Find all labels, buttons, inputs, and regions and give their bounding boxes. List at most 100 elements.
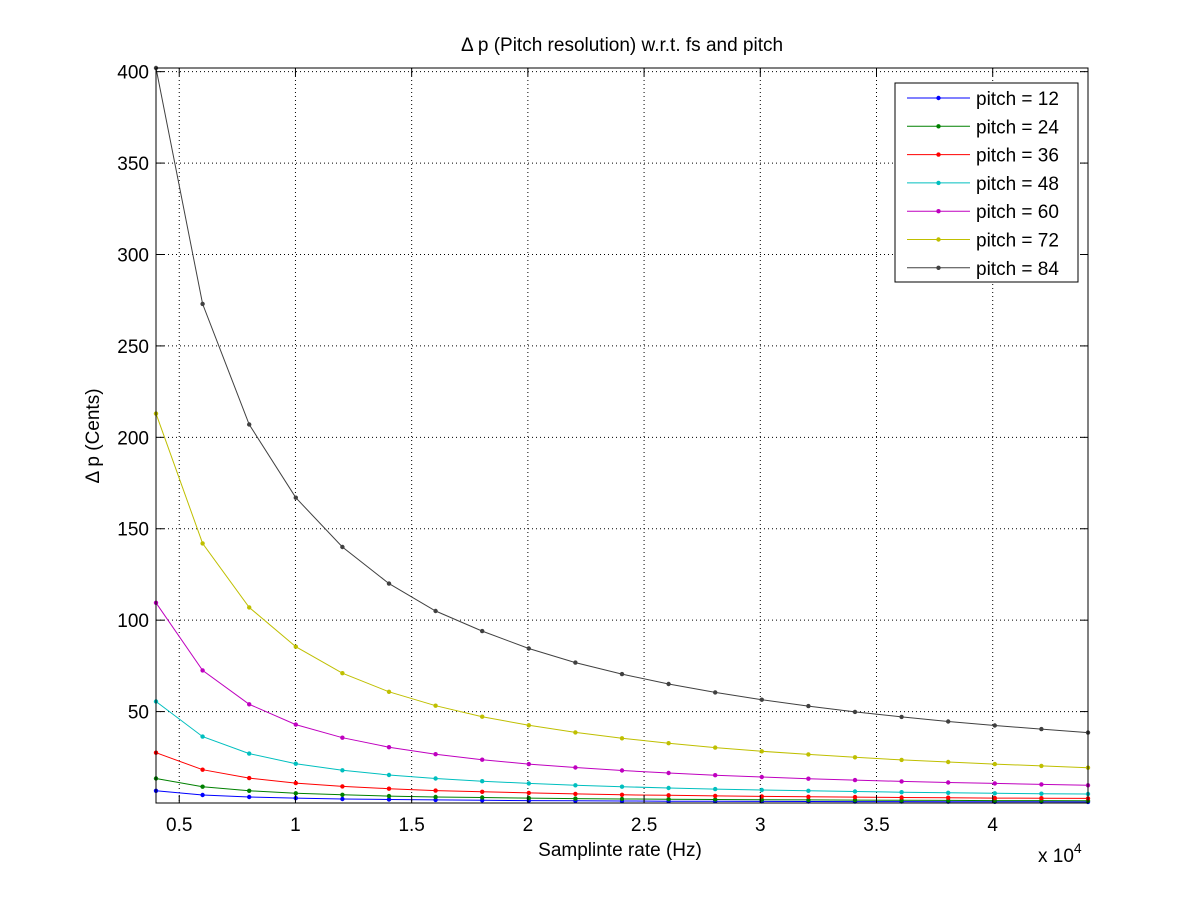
data-point: [713, 773, 718, 778]
x-tick-label: 0.5: [166, 815, 192, 836]
data-point: [433, 776, 438, 781]
legend-swatch-marker: [936, 237, 941, 242]
data-point: [713, 745, 718, 750]
data-point: [480, 628, 485, 634]
legend-swatch-marker: [936, 265, 941, 270]
data-point: [852, 755, 858, 760]
data-point: [293, 644, 298, 649]
data-point: [619, 736, 625, 741]
data-point: [806, 776, 811, 781]
data-point: [573, 783, 578, 788]
data-point: [433, 794, 438, 800]
x-tick-label: 3.5: [863, 815, 889, 836]
data-point: [340, 784, 345, 789]
data-point: [247, 794, 252, 800]
data-point: [340, 768, 345, 773]
data-point: [480, 795, 485, 800]
data-point: [759, 774, 764, 780]
legend-entry: pitch = 84: [907, 259, 1059, 280]
legend-swatch-marker: [936, 180, 941, 186]
data-point: [899, 795, 904, 800]
data-point: [526, 723, 531, 728]
data-point: [247, 702, 252, 707]
legend-label: pitch = 48: [976, 174, 1059, 195]
y-tick-label: 50: [128, 703, 149, 724]
data-point: [573, 765, 578, 770]
legend-entry: pitch = 24: [907, 117, 1059, 138]
data-point: [946, 759, 951, 765]
data-point: [526, 795, 531, 801]
data-point: [480, 714, 485, 719]
legend-label: pitch = 60: [976, 202, 1059, 223]
chart-title: Δ p (Pitch resolution) w.r.t. fs and pit…: [461, 35, 783, 56]
data-point: [340, 735, 345, 740]
data-point: [386, 793, 392, 799]
data-point: [946, 719, 951, 724]
data-point: [946, 780, 951, 785]
data-point: [293, 791, 298, 796]
y-axis-label: Δ p (Cents): [83, 388, 104, 483]
x-tick-label: 4: [987, 815, 998, 836]
legend-items: pitch = 12 pitch = 24 pitch = 36 pitch = 48…: [907, 89, 1059, 280]
data-point: [619, 671, 625, 677]
y-tick-label: 350: [117, 154, 149, 175]
data-point: [293, 722, 298, 727]
data-point: [573, 730, 578, 735]
data-point: [759, 697, 764, 702]
data-point: [480, 779, 485, 784]
data-point: [293, 495, 298, 500]
data-point: [899, 714, 904, 720]
data-point: [666, 785, 671, 791]
y-tick-label: 300: [117, 245, 149, 266]
legend-entry: pitch = 60: [907, 202, 1059, 223]
tick-marks: [156, 68, 1088, 803]
legend-label: pitch = 24: [976, 117, 1059, 138]
data-point: [666, 770, 671, 776]
data-point: [619, 796, 625, 802]
data-point: [806, 794, 811, 799]
data-point: [992, 795, 997, 801]
legend-label: pitch = 36: [976, 146, 1059, 167]
data-point: [200, 734, 205, 739]
series-3: [153, 699, 1091, 797]
data-point: [899, 757, 904, 763]
x-tick-label: 1: [290, 815, 301, 836]
data-point: [1039, 796, 1044, 801]
data-point: [992, 723, 997, 728]
legend-swatch-marker: [936, 209, 941, 214]
data-point: [619, 768, 625, 773]
data-point: [759, 787, 764, 793]
data-point: [1039, 782, 1044, 787]
data-point: [200, 301, 205, 307]
data-point: [852, 777, 858, 783]
data-point: [293, 780, 298, 786]
data-point: [806, 788, 811, 793]
data-point: [293, 761, 298, 766]
data-point: [526, 790, 531, 796]
data-point: [806, 797, 811, 803]
legend-swatch-marker: [936, 152, 941, 157]
data-point: [573, 796, 578, 801]
data-point: [200, 668, 205, 673]
data-point: [526, 646, 531, 651]
legend-swatch-marker: [936, 124, 941, 129]
data-point: [200, 767, 205, 772]
data-point: [666, 797, 671, 802]
data-point: [666, 793, 671, 798]
data-point: [200, 784, 205, 789]
series-6: [153, 65, 1091, 735]
tick-labels: 0.5 1 1.5 2 2.5 3 3.5 4 50 100 150 200 250 300 350 400: [117, 63, 998, 836]
y-tick-label: 200: [117, 428, 149, 449]
legend-label: pitch = 72: [976, 231, 1059, 252]
data-point: [713, 786, 718, 792]
data-point: [433, 703, 438, 708]
legend-swatch-marker: [936, 95, 941, 101]
series-2: [153, 750, 1091, 801]
y-tick-label: 250: [117, 337, 149, 358]
data-point: [946, 790, 951, 795]
data-point: [247, 775, 252, 781]
series-layer: [153, 65, 1091, 805]
data-point: [386, 581, 392, 586]
data-point: [386, 797, 392, 802]
